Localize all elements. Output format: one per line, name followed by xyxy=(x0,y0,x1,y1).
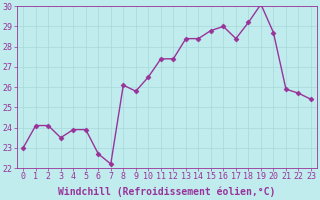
X-axis label: Windchill (Refroidissement éolien,°C): Windchill (Refroidissement éolien,°C) xyxy=(58,187,276,197)
